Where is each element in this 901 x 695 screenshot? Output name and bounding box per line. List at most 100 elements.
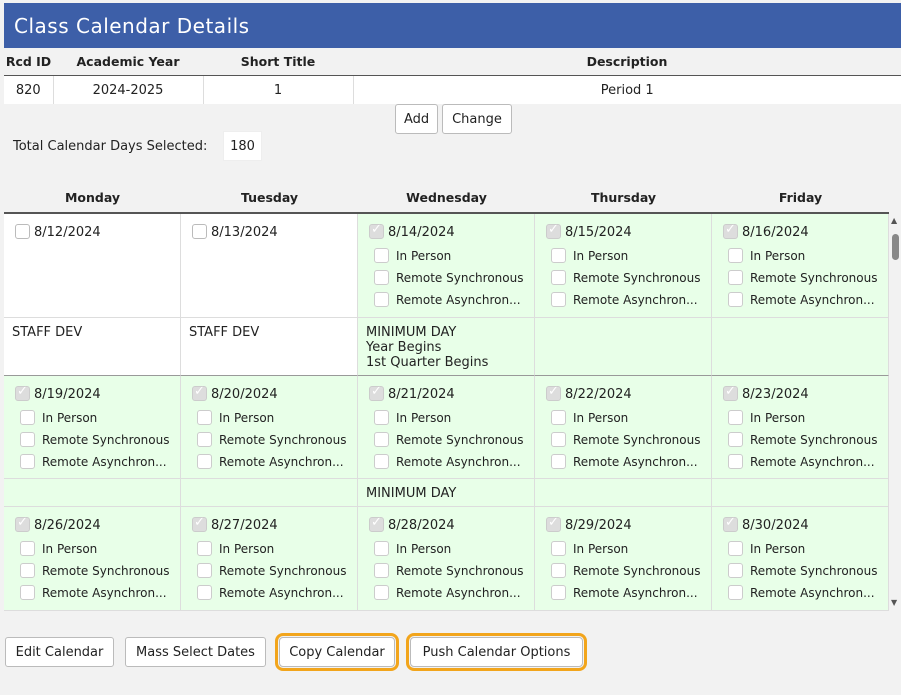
date-select-checkbox[interactable] [723,222,738,239]
session-option-label: Remote Asynchron... [219,455,344,469]
calendar-date-cell: 8/13/2024 [181,214,358,318]
session-checkbox[interactable] [20,541,35,556]
session-checkbox[interactable] [728,410,743,425]
date-select-checkbox[interactable] [369,515,384,532]
session-checkbox[interactable] [374,292,389,307]
calendar-date-cell: 8/26/2024 In Person Remote Synchronous Remo… [4,507,181,611]
calendar-date-cell: 8/20/2024 In Person Remote Synchronous Remo… [181,376,358,479]
session-option-label: Remote Synchronous [396,564,524,578]
session-option-label: In Person [396,249,452,263]
session-option-label: Remote Synchronous [42,564,170,578]
session-option-label: Remote Asynchron... [396,293,521,307]
calendar-date-cell: 8/21/2024 In Person Remote Synchronous Remo… [358,376,535,479]
session-checkbox[interactable] [551,585,566,600]
session-checkbox[interactable] [374,248,389,263]
session-checkbox[interactable] [374,563,389,578]
session-checkbox[interactable] [728,454,743,469]
session-checkbox[interactable] [20,410,35,425]
scroll-down-icon[interactable]: ▼ [891,598,898,607]
session-option-label: In Person [750,542,806,556]
table-row[interactable]: 820 2024-2025 1 Period 1 [4,75,901,104]
date-label: 8/16/2024 [742,225,809,240]
session-checkbox[interactable] [20,454,35,469]
session-option-label: Remote Synchronous [573,564,701,578]
total-days-value: 180 [223,131,262,161]
session-checkbox[interactable] [551,270,566,285]
session-checkbox[interactable] [197,432,212,447]
calendar-date-cell: 8/15/2024 In Person Remote Synchronous Remo… [535,214,712,318]
session-option-label: Remote Synchronous [42,433,170,447]
session-checkbox[interactable] [197,541,212,556]
session-checkbox[interactable] [374,432,389,447]
session-checkbox[interactable] [728,541,743,556]
session-checkbox[interactable] [728,585,743,600]
date-select-checkbox[interactable] [723,384,738,401]
session-checkbox[interactable] [374,270,389,285]
date-select-checkbox[interactable] [192,515,207,532]
edit-calendar-button[interactable]: Edit Calendar [5,637,114,667]
date-select-checkbox[interactable] [192,224,207,239]
calendar-header: Monday Tuesday Wednesday Thursday Friday [4,184,889,214]
session-checkbox[interactable] [197,454,212,469]
calendar-date-cell: 8/22/2024 In Person Remote Synchronous Remo… [535,376,712,479]
session-checkbox[interactable] [197,585,212,600]
session-option-label: Remote Synchronous [750,433,878,447]
session-option-label: Remote Synchronous [396,433,524,447]
date-select-checkbox[interactable] [369,384,384,401]
date-select-checkbox[interactable] [15,515,30,532]
session-checkbox[interactable] [728,270,743,285]
calendar-note: STAFF DEV [12,325,83,340]
session-checkbox[interactable] [20,432,35,447]
record-table: Rcd ID Academic Year Short Title Descrip… [4,48,901,104]
date-select-checkbox[interactable] [546,384,561,401]
session-checkbox[interactable] [374,541,389,556]
date-select-checkbox[interactable] [369,222,384,239]
date-select-checkbox[interactable] [723,515,738,532]
session-checkbox[interactable] [374,585,389,600]
date-label: 8/30/2024 [742,518,809,533]
session-checkbox[interactable] [374,454,389,469]
session-checkbox[interactable] [551,432,566,447]
date-select-checkbox[interactable] [15,384,30,401]
session-checkbox[interactable] [20,585,35,600]
session-checkbox[interactable] [551,248,566,263]
mass-select-dates-button[interactable]: Mass Select Dates [125,637,266,667]
day-header-tuesday: Tuesday [240,190,299,205]
change-button[interactable]: Change [442,104,512,134]
date-select-checkbox[interactable] [546,222,561,239]
session-checkbox[interactable] [551,563,566,578]
session-checkbox[interactable] [728,432,743,447]
date-select-checkbox[interactable] [192,384,207,401]
date-select-checkbox[interactable] [15,224,30,239]
session-checkbox[interactable] [374,410,389,425]
session-checkbox[interactable] [197,563,212,578]
scroll-up-icon[interactable]: ▲ [891,216,898,225]
session-option-label: In Person [750,411,806,425]
session-checkbox[interactable] [728,563,743,578]
calendar-note-cell [712,479,889,507]
session-option-label: Remote Synchronous [396,271,524,285]
session-checkbox[interactable] [551,292,566,307]
session-option-label: In Person [573,411,629,425]
col-academic-year: Academic Year [53,48,203,76]
session-checkbox[interactable] [728,248,743,263]
day-header-monday: Monday [64,190,121,205]
scroll-thumb[interactable] [892,234,899,260]
session-checkbox[interactable] [197,410,212,425]
session-checkbox[interactable] [551,454,566,469]
copy-calendar-button[interactable]: Copy Calendar [275,633,399,671]
calendar-scrollbar[interactable]: ▲ ▼ [889,214,901,611]
calendar-note: STAFF DEV [189,325,260,340]
session-checkbox[interactable] [728,292,743,307]
page-title: Class Calendar Details [14,14,250,38]
push-calendar-options-button[interactable]: Push Calendar Options [406,633,587,671]
add-button[interactable]: Add [395,104,438,134]
session-option-label: Remote Asynchron... [750,455,875,469]
session-checkbox[interactable] [551,541,566,556]
date-label: 8/28/2024 [388,518,455,533]
session-checkbox[interactable] [20,563,35,578]
date-select-checkbox[interactable] [546,515,561,532]
session-option-label: Remote Synchronous [219,433,347,447]
calendar-note-cell [535,318,712,376]
session-checkbox[interactable] [551,410,566,425]
